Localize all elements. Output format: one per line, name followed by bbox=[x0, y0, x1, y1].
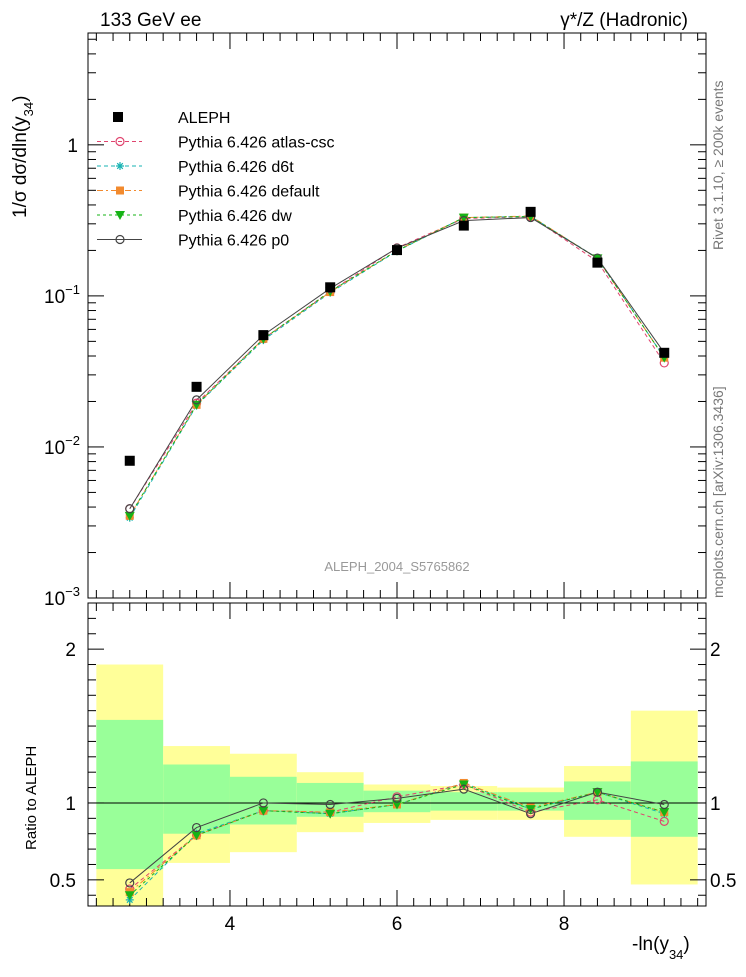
ratio-point-p0 bbox=[659, 799, 669, 810]
main-point-p0 bbox=[191, 395, 202, 405]
aleph-data-point bbox=[525, 206, 536, 217]
legend-label-aleph: ALEPH bbox=[178, 110, 230, 127]
legend-label-atlas_csc: Pythia 6.426 atlas-csc bbox=[178, 135, 335, 152]
ratio-point-dw bbox=[592, 788, 603, 798]
x-tick-label: 6 bbox=[392, 914, 403, 935]
ratio-point-p0 bbox=[125, 878, 135, 888]
main-y-axis-label-sub: 34 bbox=[21, 102, 36, 116]
main-y-axis-label-close: ) bbox=[10, 96, 31, 102]
legend-marker-aleph bbox=[113, 112, 123, 122]
main-y-tick-label: 10−2 bbox=[44, 433, 80, 459]
main-line-d6t bbox=[129, 215, 665, 518]
main-y-axis-label: 1/σ dσ/dln(y34) bbox=[10, 96, 36, 218]
mcplots-label: mcplots.cern.ch [arXiv:1306.3436] bbox=[710, 386, 726, 598]
green-band-bin bbox=[497, 792, 565, 811]
green-band-bin bbox=[229, 776, 297, 825]
x-axis-label-main: -ln(y bbox=[632, 934, 669, 955]
legend-label-dw: Pythia 6.426 dw bbox=[178, 208, 292, 225]
ratio-point-p0 bbox=[459, 784, 469, 794]
x-axis-label-close: ) bbox=[683, 934, 689, 955]
green-band-bin bbox=[430, 792, 498, 811]
axes-ticks: 110−110−210−34 6 80.5 0.51 12 2 bbox=[44, 33, 736, 935]
legend-marker-d6t bbox=[116, 162, 124, 170]
legend-marker-atlas_csc bbox=[115, 136, 125, 147]
legend-label-p0: Pythia 6.426 p0 bbox=[178, 233, 289, 250]
main-point-dw bbox=[458, 213, 469, 223]
legend-label-d6t: Pythia 6.426 d6t bbox=[178, 159, 294, 176]
ratio-point-p0 bbox=[258, 798, 268, 808]
main-y-tick-label-exp: −2 bbox=[65, 433, 80, 448]
ratio-point-dw bbox=[392, 800, 402, 810]
main-point-dw bbox=[124, 511, 135, 521]
ratio-point-dw bbox=[258, 806, 269, 816]
legend-marker-p0 bbox=[115, 234, 125, 245]
main-point-p0 bbox=[125, 504, 135, 514]
ratio-uncertainty-bands bbox=[96, 664, 698, 906]
header-right-title: γ*/Z (Hadronic) bbox=[560, 10, 688, 31]
main-line-p0 bbox=[129, 217, 665, 509]
main-y-tick-label: 10−1 bbox=[44, 282, 80, 308]
aleph-data-point bbox=[258, 330, 269, 341]
main-y-tick-label-base: 10 bbox=[44, 438, 65, 459]
aleph-data-point bbox=[458, 220, 469, 231]
ratio-y-tick-label: 2 bbox=[65, 640, 76, 661]
ratio-point-dw bbox=[659, 808, 670, 818]
main-line-atlas_csc bbox=[129, 216, 665, 509]
main-line-dw bbox=[129, 216, 665, 517]
main-y-tick-label: 10−3 bbox=[44, 584, 80, 610]
main-y-axis-label-main: 1/σ dσ/dln(y bbox=[10, 116, 31, 218]
x-tick-label: 4 bbox=[225, 914, 236, 935]
ratio-point-dw bbox=[191, 831, 202, 841]
header-left-title: 133 GeV ee bbox=[100, 10, 201, 31]
ratio-point-dw bbox=[325, 809, 336, 819]
ratio-point-p0 bbox=[592, 787, 603, 797]
main-y-tick-label-exp: −1 bbox=[65, 282, 80, 297]
ratio-point-p0 bbox=[526, 809, 536, 819]
series-markers bbox=[124, 206, 670, 904]
main-y-tick-label-exp: −3 bbox=[65, 584, 80, 599]
legend-label-default: Pythia 6.426 default bbox=[178, 184, 320, 201]
aleph-data-point bbox=[124, 455, 135, 466]
aleph-data-point bbox=[191, 381, 202, 392]
x-tick-label: 8 bbox=[559, 914, 570, 935]
main-y-tick-label-base: 10 bbox=[44, 589, 65, 610]
green-band-bin bbox=[96, 719, 164, 870]
legend: ALEPH Pythia 6.426 atlas-csc Pythia 6.426 … bbox=[97, 110, 335, 250]
main-y-tick-label: 1 bbox=[67, 136, 78, 157]
aleph-data-point bbox=[325, 282, 336, 293]
ratio-y-tick-label: 0.5 bbox=[50, 871, 76, 892]
ratio-y-tick-label-right: 2 bbox=[710, 640, 721, 661]
ratio-point-p0 bbox=[392, 793, 402, 803]
x-axis-label-sub: 34 bbox=[669, 947, 683, 962]
ratio-y-axis-label: Ratio to ALEPH bbox=[23, 746, 40, 850]
ratio-point-dw bbox=[124, 891, 135, 901]
plot-frames bbox=[87, 32, 707, 907]
ratio-line-p0 bbox=[129, 788, 665, 884]
ratio-plot-frame bbox=[87, 602, 707, 907]
ratio-y-tick-label-right: 0.5 bbox=[710, 871, 736, 892]
ratio-y-tick-label: 1 bbox=[65, 794, 76, 815]
aleph-data-point bbox=[659, 347, 670, 358]
legend-marker-default bbox=[116, 186, 124, 195]
x-axis-label: -ln(y34) bbox=[632, 934, 690, 962]
analysis-label: ALEPH_2004_S5765862 bbox=[324, 559, 469, 574]
main-line-default bbox=[129, 215, 665, 517]
green-band-bin bbox=[564, 781, 631, 820]
legend-marker-dw bbox=[115, 211, 125, 220]
aleph-data-point bbox=[392, 245, 402, 256]
aleph-data-point bbox=[592, 257, 603, 268]
ratio-y-tick-label-right: 1 bbox=[710, 794, 721, 815]
main-plot-frame bbox=[87, 32, 707, 599]
green-band-bin bbox=[630, 761, 698, 837]
ratio-line-atlas_csc bbox=[129, 783, 665, 890]
ratio-point-p0 bbox=[191, 822, 202, 833]
rivet-label: Rivet 3.1.10, ≥ 200k events bbox=[710, 80, 726, 250]
ratio-point-p0 bbox=[325, 799, 335, 810]
main-y-tick-label-base: 10 bbox=[44, 287, 65, 308]
green-band-bin bbox=[163, 764, 230, 834]
